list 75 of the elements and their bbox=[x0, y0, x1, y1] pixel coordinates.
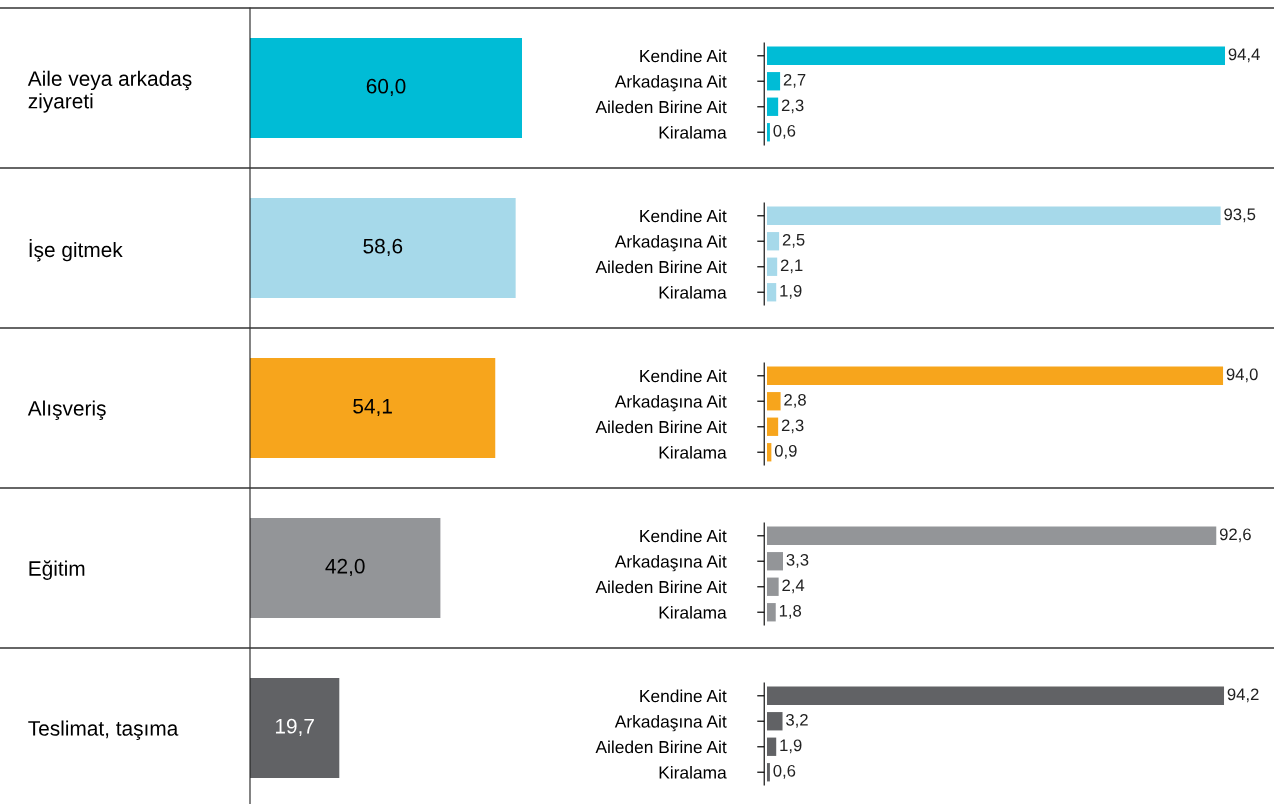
data-label: 3,3 bbox=[786, 553, 809, 568]
bar bbox=[767, 232, 780, 251]
data-label: 1,9 bbox=[780, 739, 802, 754]
y-tick-label: Kiralama bbox=[659, 285, 727, 299]
data-label: 19,7 bbox=[275, 718, 314, 737]
data-label: 3,2 bbox=[786, 713, 808, 728]
bar bbox=[767, 97, 779, 116]
y-tick-label: Kendine Ait bbox=[640, 529, 727, 543]
bar bbox=[767, 577, 779, 596]
y-tick-label: Aileden Birine Ait bbox=[595, 420, 727, 434]
y-tick-label: İşe gitmek bbox=[29, 238, 123, 262]
data-label: 94,0 bbox=[1226, 368, 1258, 383]
bar bbox=[767, 283, 777, 302]
y-tick-label: Aileden Birine Ait bbox=[595, 260, 727, 274]
y-tick-label: Kendine Ait bbox=[640, 369, 727, 383]
data-label: 1,9 bbox=[780, 284, 802, 299]
bar bbox=[767, 366, 1224, 385]
data-label: 0,6 bbox=[773, 124, 796, 139]
y-tick-label: Kiralama bbox=[659, 605, 727, 619]
data-label: 93,5 bbox=[1224, 208, 1256, 223]
data-label: 2,8 bbox=[784, 393, 806, 408]
bar bbox=[767, 603, 776, 622]
data-label: 94,2 bbox=[1227, 688, 1259, 703]
bar bbox=[767, 392, 781, 411]
data-label: 0,9 bbox=[774, 444, 797, 459]
y-tick-label: Kendine Ait bbox=[640, 689, 727, 703]
bar bbox=[250, 358, 496, 458]
data-label: 2,7 bbox=[783, 73, 806, 88]
bar bbox=[767, 123, 770, 142]
y-tick-label: Arkadaşına Ait bbox=[614, 394, 727, 412]
data-label: 2,1 bbox=[780, 259, 803, 274]
y-tick-label: Alışveriş bbox=[27, 400, 106, 420]
data-label: 60,0 bbox=[366, 78, 406, 97]
bar bbox=[767, 72, 781, 91]
y-tick-label: Eğitim bbox=[29, 560, 85, 580]
data-label: 58,6 bbox=[363, 238, 403, 257]
bar bbox=[767, 206, 1221, 225]
y-tick-label: Arkadaşına Ait bbox=[614, 234, 727, 252]
bar bbox=[250, 678, 340, 778]
bar bbox=[767, 763, 770, 782]
data-label: 2,3 bbox=[781, 419, 804, 434]
data-label: 92,6 bbox=[1219, 528, 1251, 543]
y-tick-label: Arkadaşına Ait bbox=[614, 554, 727, 572]
data-label: 54,1 bbox=[353, 399, 392, 417]
bar bbox=[767, 686, 1225, 705]
y-tick-label: Kiralama bbox=[659, 445, 727, 459]
bar bbox=[250, 518, 441, 618]
y-tick-label: Teslimat, taşıma bbox=[28, 720, 179, 740]
data-label: 2,3 bbox=[781, 99, 804, 114]
bar bbox=[767, 737, 777, 756]
y-tick-label: Kiralama bbox=[659, 125, 727, 139]
bar bbox=[767, 417, 779, 436]
bar bbox=[250, 38, 522, 138]
y-tick-label: Kendine Ait bbox=[640, 49, 727, 63]
data-label: 2,5 bbox=[782, 233, 805, 248]
data-label: 94,4 bbox=[1228, 48, 1260, 63]
data-label: 2,4 bbox=[782, 579, 805, 594]
y-tick-label: Aileden Birine Ait bbox=[595, 100, 727, 114]
y-tick-label: Aile veya arkadaş ziyareti bbox=[27, 70, 192, 113]
bar bbox=[767, 257, 778, 276]
bar bbox=[767, 443, 772, 462]
y-tick-label: Kiralama bbox=[659, 765, 727, 779]
data-label: 1,8 bbox=[779, 604, 802, 619]
y-tick-label: Aileden Birine Ait bbox=[595, 740, 727, 754]
bar bbox=[767, 46, 1225, 65]
bar bbox=[767, 552, 784, 571]
bar bbox=[767, 712, 783, 731]
y-tick-label: Aileden Birine Ait bbox=[595, 580, 727, 594]
bar bbox=[767, 526, 1217, 545]
data-label: 42,0 bbox=[325, 558, 365, 577]
bar bbox=[250, 198, 516, 298]
y-tick-label: Arkadaşına Ait bbox=[614, 714, 727, 732]
data-label: 0,6 bbox=[773, 764, 796, 779]
y-tick-label: Kendine Ait bbox=[640, 209, 727, 223]
y-tick-label: Arkadaşına Ait bbox=[614, 74, 727, 92]
